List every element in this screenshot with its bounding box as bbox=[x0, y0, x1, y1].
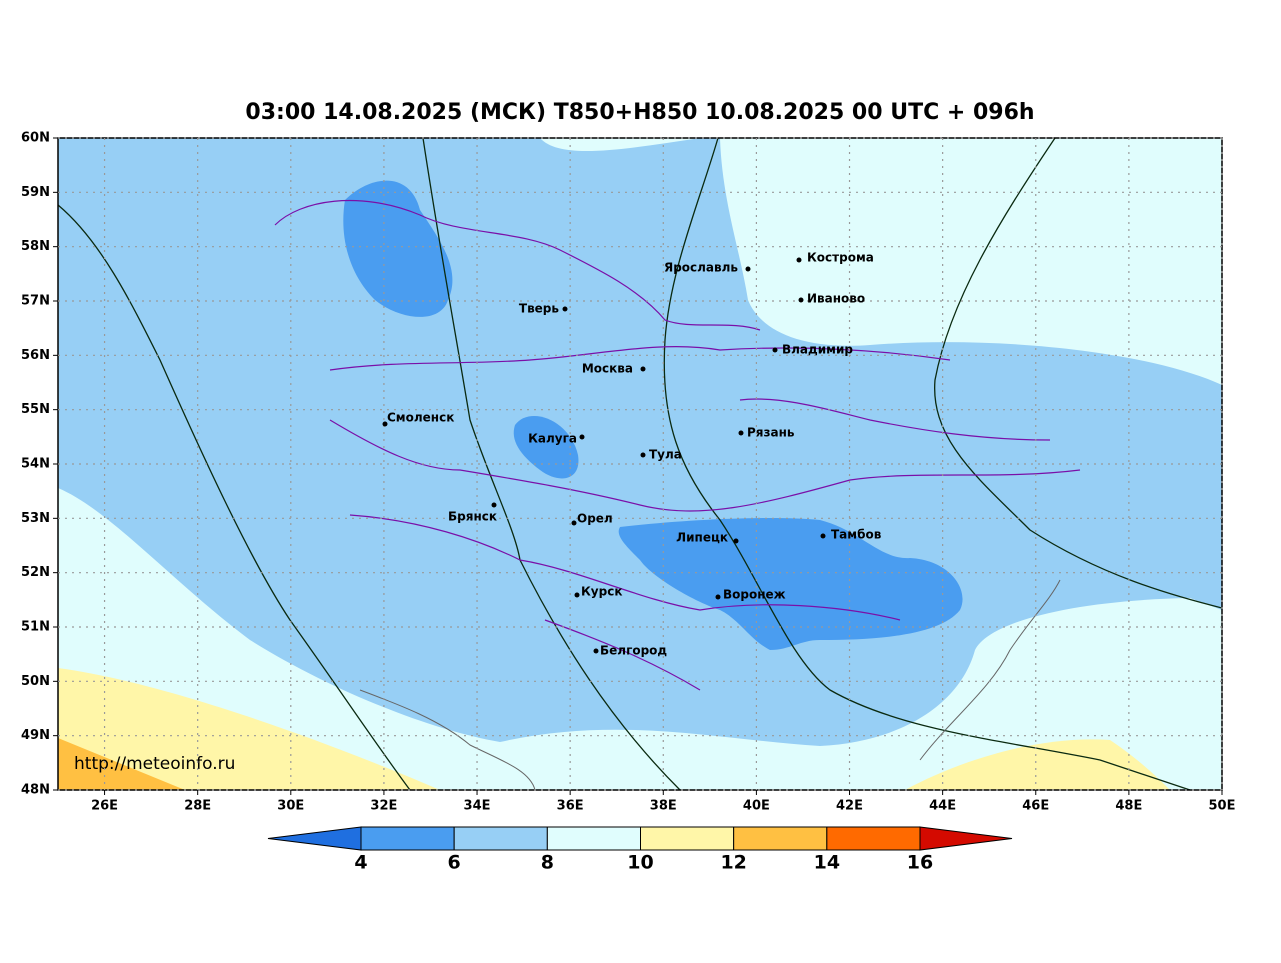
city-label: Иваново bbox=[807, 292, 865, 306]
city-label: Калуга bbox=[528, 432, 577, 446]
lon-tick-label: 44E bbox=[929, 799, 956, 814]
field-8-10 bbox=[720, 138, 1222, 385]
lon-tick-label: 26E bbox=[91, 799, 118, 814]
city-label: Смоленск bbox=[387, 411, 454, 425]
lat-tick-label: 57N bbox=[21, 294, 50, 309]
lat-tick-label: 60N bbox=[21, 131, 50, 146]
coastline bbox=[359, 579, 1061, 790]
lat-tick-label: 51N bbox=[21, 620, 50, 635]
field-4-6 bbox=[618, 517, 963, 650]
city-label: Липецк bbox=[676, 531, 728, 545]
field-4-6 bbox=[343, 180, 453, 317]
city-dot bbox=[382, 421, 388, 427]
city-dot bbox=[796, 257, 802, 263]
field-8-10 bbox=[540, 138, 700, 152]
city-dot bbox=[798, 297, 804, 303]
city-dot bbox=[640, 452, 646, 458]
colorbar-label: 10 bbox=[627, 852, 653, 874]
city-label: Тверь bbox=[519, 302, 560, 316]
lat-tick-label: 49N bbox=[21, 728, 50, 743]
city-dot bbox=[593, 648, 599, 654]
colorbar-segment bbox=[453, 826, 548, 851]
lat-tick-label: 55N bbox=[21, 402, 50, 417]
city-label: Орел bbox=[577, 512, 613, 526]
lon-tick-label: 36E bbox=[557, 799, 584, 814]
city-label: Белгород bbox=[600, 644, 667, 658]
city-label: Курск bbox=[581, 585, 622, 599]
city-label: Ярославль bbox=[664, 261, 738, 275]
lat-tick-label: 54N bbox=[21, 457, 50, 472]
city-dot bbox=[574, 592, 580, 598]
lat-tick-label: 58N bbox=[21, 239, 50, 254]
lat-tick-label: 52N bbox=[21, 565, 50, 580]
colorbar-segment bbox=[546, 826, 641, 851]
city-dot bbox=[715, 594, 721, 600]
colorbar-over bbox=[919, 826, 1013, 851]
colorbar-segment bbox=[360, 826, 455, 851]
city-dot bbox=[640, 366, 646, 372]
city-dot bbox=[772, 347, 778, 353]
field-4-6 bbox=[513, 416, 579, 479]
lon-tick-label: 42E bbox=[836, 799, 863, 814]
city-dot bbox=[491, 502, 497, 508]
city-dot bbox=[745, 266, 751, 272]
map-title: 03:00 14.08.2025 (МСК) T850+H850 10.08.2… bbox=[245, 100, 1034, 125]
lat-tick-label: 50N bbox=[21, 674, 50, 689]
colorbar-label: 6 bbox=[448, 852, 461, 874]
city-label: Тула bbox=[649, 448, 682, 462]
region-border bbox=[274, 199, 1081, 691]
field-8-10 bbox=[58, 488, 1222, 790]
lon-tick-label: 34E bbox=[464, 799, 491, 814]
city-dot bbox=[820, 533, 826, 539]
city-dot bbox=[733, 538, 739, 544]
colorbar-label: 4 bbox=[354, 852, 367, 874]
city-label: Воронеж bbox=[723, 588, 786, 602]
colorbar-segment bbox=[733, 826, 828, 851]
lon-tick-label: 30E bbox=[277, 799, 304, 814]
watermark: http://meteoinfo.ru bbox=[74, 754, 235, 774]
colorbar-label: 14 bbox=[814, 852, 840, 874]
lat-tick-label: 53N bbox=[21, 511, 50, 526]
lon-tick-label: 32E bbox=[370, 799, 397, 814]
field-10-12 bbox=[58, 668, 440, 790]
lat-tick-label: 59N bbox=[21, 185, 50, 200]
lat-tick-label: 56N bbox=[21, 348, 50, 363]
lon-tick-label: 28E bbox=[184, 799, 211, 814]
lon-tick-label: 38E bbox=[650, 799, 677, 814]
height-isoline bbox=[58, 204, 411, 790]
city-label: Тамбов bbox=[831, 528, 882, 542]
city-label: Брянск bbox=[448, 510, 497, 524]
lon-tick-label: 40E bbox=[743, 799, 770, 814]
city-label: Кострома bbox=[807, 251, 874, 265]
lon-tick-label: 50E bbox=[1209, 799, 1236, 814]
colorbar-label: 8 bbox=[541, 852, 554, 874]
height-isoline bbox=[422, 138, 681, 790]
colorbar-label: 12 bbox=[720, 852, 746, 874]
city-label: Москва bbox=[582, 362, 633, 376]
colorbar-segment bbox=[826, 826, 921, 851]
height-isoline bbox=[934, 138, 1222, 609]
city-dot bbox=[562, 306, 568, 312]
city-dot bbox=[571, 520, 577, 526]
city-dot bbox=[579, 434, 585, 440]
colorbar-label: 16 bbox=[907, 852, 933, 874]
lat-tick-label: 48N bbox=[21, 783, 50, 798]
field-12-14 bbox=[58, 738, 185, 790]
colorbar-under bbox=[267, 826, 362, 851]
height-isoline bbox=[663, 138, 1191, 790]
city-label: Владимир bbox=[782, 343, 853, 357]
lon-tick-label: 48E bbox=[1115, 799, 1142, 814]
city-label: Рязань bbox=[747, 426, 795, 440]
city-dot bbox=[738, 430, 744, 436]
colorbar-segment bbox=[640, 826, 735, 851]
field-10-12 bbox=[905, 739, 1170, 790]
lon-tick-label: 46E bbox=[1022, 799, 1049, 814]
